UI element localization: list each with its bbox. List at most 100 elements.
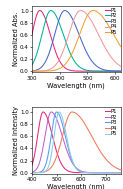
P3 (65, 10, 67, 12)
P1 (118, 70, 120, 72)
P1 (41, 112, 43, 114)
P3 (118, 172, 120, 174)
P2 (120, 172, 121, 174)
P1 (118, 172, 120, 174)
P4 (120, 65, 121, 67)
P3 (47, 157, 48, 160)
Line: P4: P4 (32, 11, 121, 71)
P4 (120, 169, 121, 171)
P4 (31, 70, 33, 72)
P5 (92, 9, 94, 12)
P2 (118, 70, 120, 72)
P1 (41, 11, 43, 13)
P3 (31, 172, 33, 174)
Line: P4: P4 (32, 112, 121, 173)
P3 (120, 172, 121, 174)
P3 (41, 65, 43, 68)
Line: P5: P5 (32, 112, 121, 173)
P2 (47, 14, 48, 16)
P4 (80, 9, 81, 12)
P4 (69, 112, 70, 115)
P4 (41, 70, 43, 72)
P5 (109, 26, 110, 28)
P4 (109, 53, 110, 56)
P2 (50, 9, 52, 12)
Line: P1: P1 (32, 11, 121, 71)
P3 (65, 138, 67, 140)
P2 (109, 70, 110, 72)
P1 (65, 67, 67, 70)
P5 (120, 172, 121, 174)
P3 (118, 70, 120, 72)
P1 (120, 70, 121, 72)
X-axis label: Wavelength (nm): Wavelength (nm) (47, 82, 105, 88)
P2 (65, 147, 67, 149)
X-axis label: Wavelength (nm): Wavelength (nm) (47, 184, 105, 189)
P1 (69, 170, 71, 173)
P3 (31, 70, 33, 72)
P5 (31, 70, 33, 72)
P4 (47, 170, 48, 172)
P4 (118, 64, 120, 66)
P1 (120, 172, 121, 174)
P3 (69, 13, 71, 15)
P2 (65, 41, 67, 43)
P5 (65, 62, 67, 65)
P1 (47, 117, 48, 119)
P5 (58, 111, 60, 113)
P2 (47, 122, 48, 124)
P5 (31, 172, 33, 174)
P4 (69, 30, 70, 32)
P2 (109, 172, 110, 174)
P4 (118, 168, 120, 170)
P1 (31, 164, 33, 166)
P3 (120, 70, 121, 72)
Line: P2: P2 (32, 11, 121, 71)
P4 (65, 122, 67, 124)
P4 (47, 69, 48, 71)
Legend: P1, P2, P3, P4, P5: P1, P2, P3, P4, P5 (105, 7, 118, 36)
P3 (109, 172, 110, 174)
P4 (109, 162, 110, 164)
P4 (41, 171, 43, 174)
P5 (41, 171, 43, 174)
P5 (69, 57, 70, 59)
P5 (120, 45, 121, 47)
P2 (120, 70, 121, 72)
Line: P2: P2 (32, 112, 121, 173)
P2 (41, 33, 43, 35)
P3 (56, 111, 57, 113)
P5 (47, 168, 48, 170)
P1 (109, 172, 110, 174)
P3 (64, 9, 65, 12)
P1 (47, 23, 48, 26)
P5 (41, 70, 43, 72)
P3 (41, 170, 43, 172)
P1 (39, 9, 40, 12)
P5 (118, 172, 120, 174)
P5 (65, 132, 67, 135)
P3 (69, 153, 71, 155)
P4 (65, 42, 67, 44)
P3 (109, 70, 110, 72)
P5 (109, 172, 110, 174)
Line: P3: P3 (32, 11, 121, 71)
P1 (65, 169, 67, 171)
Y-axis label: Normalized Intensity: Normalized Intensity (13, 106, 19, 175)
P3 (47, 57, 48, 59)
Legend: P1, P2, P3, P4, P5: P1, P2, P3, P4, P5 (105, 108, 118, 137)
P5 (47, 70, 48, 72)
Line: P3: P3 (32, 112, 121, 173)
P2 (118, 172, 120, 174)
Y-axis label: Normalized Abs.: Normalized Abs. (13, 12, 19, 66)
P5 (69, 151, 71, 153)
Line: P1: P1 (32, 112, 121, 173)
P2 (41, 151, 43, 153)
P2 (69, 51, 71, 53)
P2 (31, 64, 33, 66)
P2 (50, 111, 52, 113)
P5 (118, 42, 120, 45)
Line: P5: P5 (32, 11, 121, 71)
P4 (71, 111, 73, 113)
P1 (69, 69, 71, 71)
